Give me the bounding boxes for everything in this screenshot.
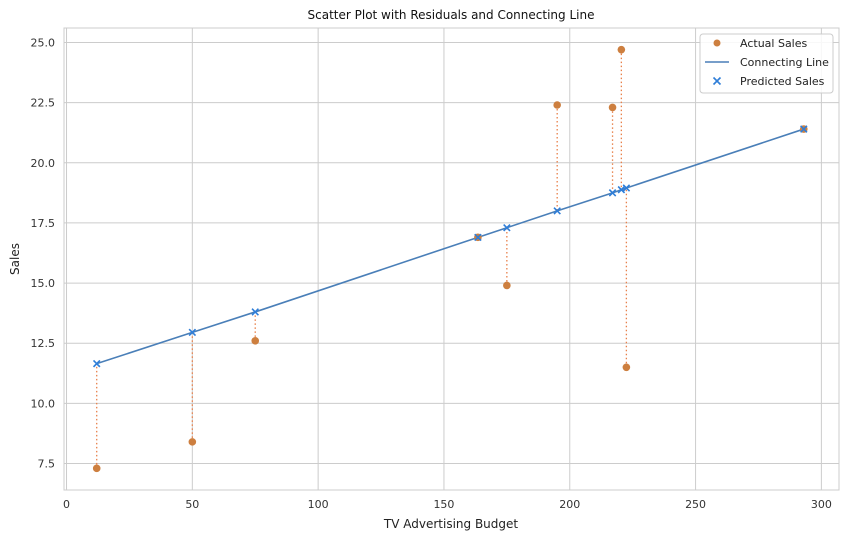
- actual-sales-point: [92, 464, 101, 473]
- x-tick-label: 150: [433, 498, 454, 511]
- predicted-sales-point: [617, 185, 626, 194]
- connecting-line: [96, 128, 805, 365]
- y-tick-label: 12.5: [31, 337, 56, 350]
- x-tick-label: 200: [559, 498, 580, 511]
- x-tick-label: 50: [185, 498, 199, 511]
- grid: [64, 28, 839, 490]
- actual-sales-point: [622, 363, 631, 372]
- y-tick-label: 15.0: [31, 277, 56, 290]
- predicted-sales-point: [553, 207, 561, 215]
- chart-title: Scatter Plot with Residuals and Connecti…: [308, 8, 595, 22]
- legend-line-label: Connecting Line: [740, 56, 829, 69]
- actual-sales-point: [617, 45, 626, 54]
- y-tick-label: 10.0: [31, 397, 56, 410]
- x-tick-label: 0: [63, 498, 70, 511]
- y-tick-labels: 7.5 10.0 12.5 15.0 17.5 20.0 22.5 25.0: [31, 36, 56, 470]
- connecting-line-layer: [96, 128, 805, 365]
- actual-sales-point: [188, 438, 197, 446]
- predicted-sales-point: [188, 328, 197, 337]
- residual-lines: [96, 49, 628, 469]
- actual-sales-point: [251, 337, 260, 345]
- legend-box: [699, 33, 834, 94]
- legend-predicted-marker: [712, 76, 722, 86]
- legend-actual-marker: [713, 39, 721, 47]
- legend-predicted-label: Predicted Sales: [740, 75, 825, 88]
- y-tick-label: 7.5: [38, 458, 56, 471]
- legend-actual-label: Actual Sales: [740, 37, 808, 50]
- actual-sales-point: [503, 281, 511, 290]
- y-axis-label: Sales: [8, 243, 22, 275]
- x-axis-label: TV Advertising Budget: [383, 517, 519, 531]
- plot-area: [63, 27, 840, 491]
- predicted-sales-point: [251, 308, 259, 316]
- actual-sales-point: [553, 101, 561, 109]
- x-tick-label: 300: [811, 498, 832, 511]
- x-tick-label: 100: [308, 498, 329, 511]
- predicted-sales-point: [92, 359, 101, 368]
- predicted-sales-point: [474, 233, 482, 242]
- y-tick-label: 17.5: [31, 217, 56, 230]
- x-tick-label: 250: [685, 498, 706, 511]
- x-tick-labels: 0 50 100 150 200 250 300: [63, 498, 832, 511]
- predicted-sales-point: [622, 184, 631, 192]
- y-tick-label: 22.5: [31, 97, 56, 110]
- predicted-sales-point: [503, 223, 511, 232]
- predicted-sales-points: [92, 125, 808, 368]
- predicted-sales-point: [608, 189, 617, 197]
- y-tick-label: 25.0: [31, 36, 56, 49]
- y-tick-label: 20.0: [31, 157, 56, 170]
- legend: Actual Sales Connecting Line Predicted S…: [699, 33, 834, 94]
- actual-sales-point: [608, 103, 617, 112]
- predicted-sales-point: [800, 125, 808, 133]
